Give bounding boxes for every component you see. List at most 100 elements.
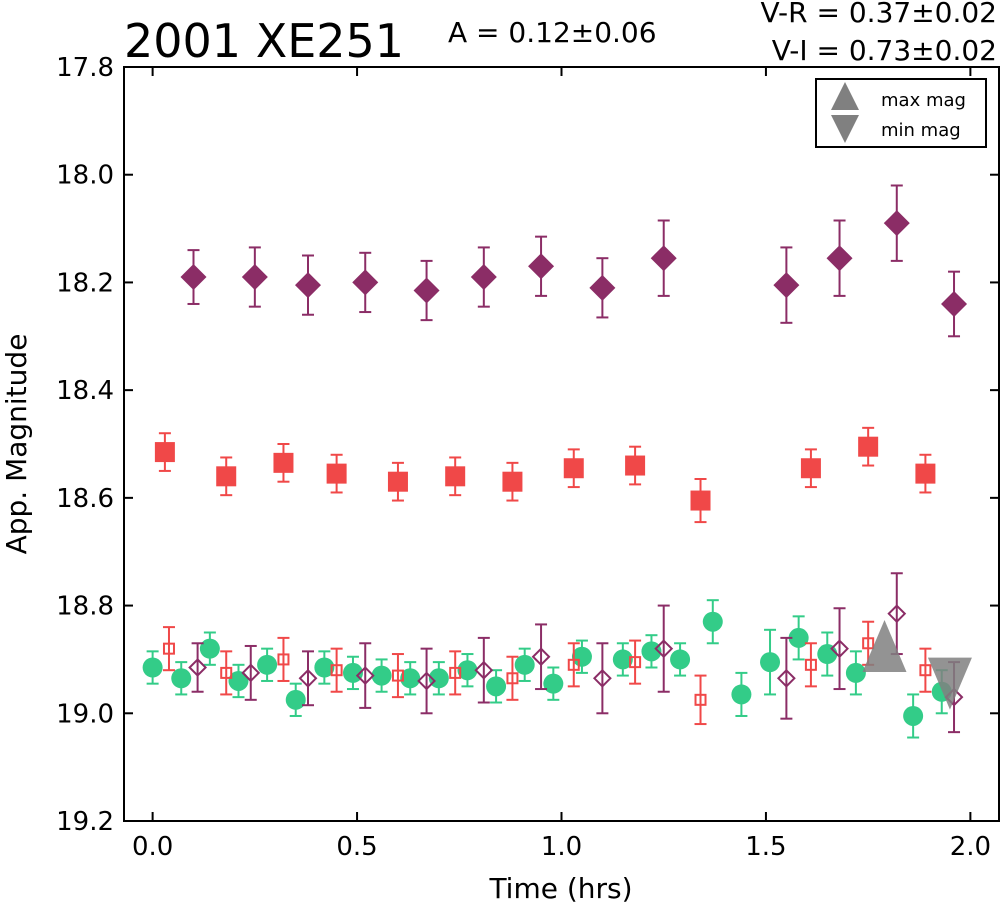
point-marker: [294, 272, 321, 299]
point-marker: [858, 436, 879, 457]
data-point: [826, 219, 853, 297]
data-point: [514, 647, 535, 682]
axis-ticks: 0.0 0.5 1.0 1.5 2.0 17.8 18.0 18.2 18.4 18.6 18.8 1…: [56, 53, 999, 862]
point-marker: [277, 653, 290, 666]
data-point: [142, 650, 163, 685]
data-point: [294, 254, 321, 316]
data-point: [817, 631, 838, 677]
point-marker: [919, 664, 932, 677]
series-circle-filled: [142, 599, 952, 739]
data-point: [845, 650, 866, 696]
point-marker: [428, 668, 449, 689]
data-point: [330, 647, 343, 693]
data-point: [326, 453, 347, 494]
data-point: [257, 647, 278, 682]
point-marker: [154, 442, 175, 463]
point-marker: [371, 665, 392, 686]
point-marker: [400, 668, 421, 689]
data-point: [449, 650, 462, 696]
data-point: [654, 604, 674, 693]
point-marker: [241, 663, 261, 683]
data-point: [220, 650, 233, 696]
data-point: [760, 628, 781, 696]
point-marker: [650, 245, 677, 272]
data-point: [858, 426, 879, 467]
point-marker: [845, 662, 866, 683]
data-point: [199, 631, 220, 666]
amplitude-label: A = 0.12±0.06: [448, 16, 657, 49]
data-point: [241, 246, 268, 308]
v-i-color-label: V-I = 0.73±0.02: [772, 34, 997, 67]
point-marker: [216, 466, 237, 487]
y-tick-label: 18.2: [56, 268, 114, 298]
point-marker: [470, 264, 497, 291]
point-marker: [220, 666, 233, 679]
data-point: [788, 615, 809, 661]
y-tick-label: 18.4: [56, 376, 114, 406]
point-marker: [506, 672, 519, 685]
point-marker: [241, 264, 268, 291]
data-point: [641, 634, 662, 669]
point-marker: [352, 269, 379, 296]
point-marker: [941, 290, 968, 317]
data-point: [694, 674, 707, 726]
point-marker: [563, 458, 584, 479]
point-marker: [694, 693, 707, 706]
y-tick-label: 19.2: [56, 807, 114, 837]
data-point: [188, 642, 208, 693]
point-marker: [826, 245, 853, 272]
data-point: [804, 642, 817, 688]
data-point: [773, 246, 800, 324]
point-marker: [625, 455, 646, 476]
data-point: [285, 682, 306, 717]
point-marker: [391, 669, 404, 682]
data-point: [589, 257, 616, 319]
data-point: [387, 461, 408, 502]
legend: max mag min mag: [815, 78, 987, 148]
min-mag-marker: [927, 657, 972, 710]
point-marker: [474, 660, 494, 680]
x-tick-label: 1.0: [541, 832, 582, 862]
legend-max-triangle-icon: [831, 82, 859, 110]
legend-min-label: min mag: [881, 120, 961, 141]
point-marker: [915, 463, 936, 484]
data-point: [612, 642, 633, 677]
x-tick-label: 0.0: [132, 832, 173, 862]
data-point: [543, 666, 564, 701]
data-point: [670, 642, 691, 677]
point-marker: [883, 210, 910, 237]
data-point: [154, 432, 175, 472]
x-tick-label: 2.0: [950, 832, 991, 862]
point-marker: [641, 641, 662, 662]
legend-max-label: max mag: [881, 90, 966, 111]
data-point: [273, 443, 294, 483]
point-marker: [162, 642, 175, 655]
point-marker: [298, 668, 318, 688]
data-point: [371, 658, 392, 693]
plot-marks: [142, 184, 972, 739]
data-point: [592, 642, 612, 715]
series-square-open: [162, 620, 932, 726]
point-marker: [800, 458, 821, 479]
data-point: [650, 219, 677, 297]
data-point: [298, 650, 318, 707]
data-point: [428, 661, 449, 696]
point-marker: [355, 666, 375, 685]
y-tick-label: 18.0: [56, 161, 114, 191]
point-marker: [387, 471, 408, 492]
v-r-color-label: V-R = 0.37±0.02: [761, 0, 997, 29]
point-marker: [528, 253, 555, 280]
data-point: [391, 653, 404, 699]
data-point: [342, 655, 363, 691]
point-marker: [690, 490, 711, 511]
point-marker: [543, 673, 564, 694]
data-point: [486, 669, 507, 704]
point-marker: [629, 656, 642, 669]
data-point: [417, 647, 436, 715]
data-point: [314, 650, 335, 685]
point-marker: [445, 466, 466, 487]
series-diamond-open: [188, 572, 964, 734]
data-point: [915, 453, 936, 494]
point-marker: [731, 684, 752, 705]
